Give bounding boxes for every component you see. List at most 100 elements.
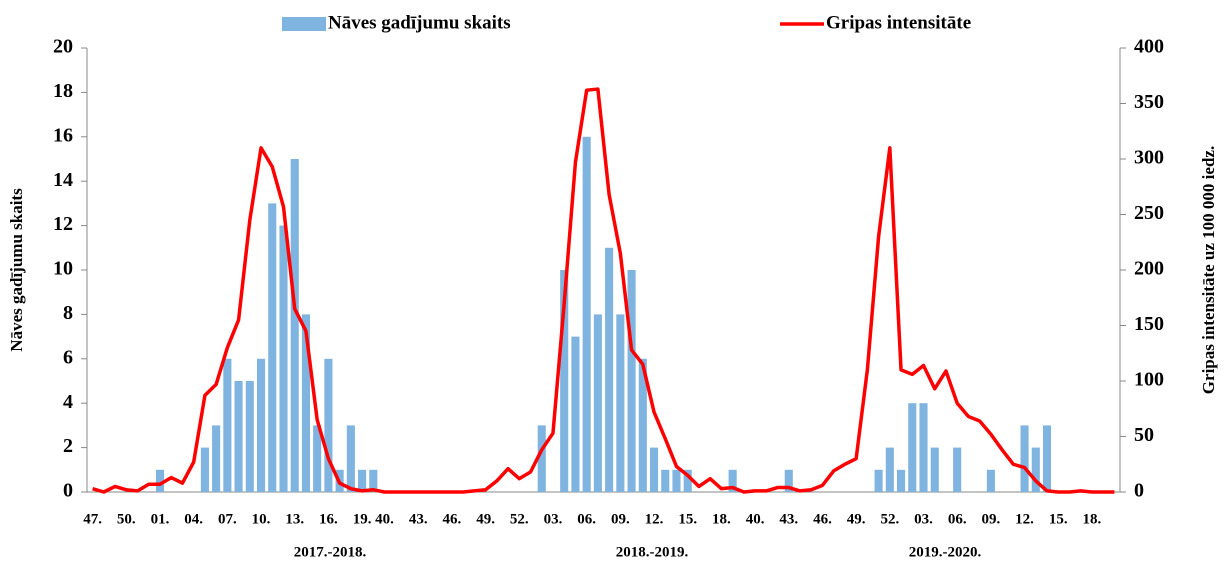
bar [582,136,591,493]
y2-axis-title: Gripas intensitāte uz 100 000 iedz. [1199,146,1218,394]
bar [605,247,614,492]
bar [672,469,681,492]
x-tick-label: 19. [353,511,372,527]
x-tick-label: 50. [117,511,136,527]
bar [627,270,636,492]
y2-tick-label: 100 [1134,369,1164,391]
line [92,87,1115,494]
bar [919,403,928,492]
y2-tick-label: 0 [1134,480,1144,502]
group-label: 2019.-2020. [909,544,982,560]
y2-tick-label: 400 [1134,36,1164,58]
bar [279,225,288,492]
bar [784,469,793,492]
x-tick-label: 10. [252,511,271,527]
x-tick-label: 43. [779,511,798,527]
x-tick-label: 09. [982,511,1001,527]
bar [301,314,310,492]
x-tick-label: 46. [813,511,832,527]
bar [593,314,602,492]
bar [908,403,917,492]
y-tick-label: 6 [63,346,73,368]
bar [369,469,378,492]
bar [986,469,995,492]
legend-label: Nāves gadījumu skaits [328,12,511,33]
y-tick-label: 0 [63,480,73,502]
bar [638,358,647,492]
bar [560,270,569,492]
y-tick-label: 12 [53,213,73,235]
y2-tick-label: 300 [1134,147,1164,169]
bar [930,447,939,492]
y2-tick-label: 200 [1134,258,1164,280]
x-tick-label: 40. [375,511,394,527]
y-tick-label: 16 [53,124,73,146]
y-tick-label: 14 [53,169,73,191]
y2-tick-label: 350 [1134,91,1164,113]
bar [324,358,333,492]
bar [649,447,659,492]
bar [897,469,906,492]
x-tick-label: 15. [678,511,697,527]
bar [661,469,670,492]
bar [683,469,692,492]
x-tick-label: 01. [151,511,170,527]
x-tick-label: 12. [1015,511,1034,527]
bar [537,425,546,492]
bar [212,425,221,492]
x-tick-label: 46. [443,511,462,527]
x-tick-label: 16. [319,511,338,527]
y2-tick-label: 50 [1134,424,1154,446]
legend-label: Gripas intensitāte [826,12,971,33]
bar [346,425,355,492]
bar [245,381,254,492]
bar [874,469,883,492]
bar [885,447,894,492]
bar [1042,425,1052,492]
y-tick-label: 8 [63,302,73,324]
y-tick-label: 20 [53,36,73,58]
bar [268,203,277,492]
bar [1031,447,1040,492]
bar [256,358,266,492]
x-tick-label: 13. [285,511,304,527]
y-axis-title: Nāves gadījumu skaits [7,188,26,352]
x-tick-label: 52. [510,511,529,527]
bar [200,447,209,492]
x-tick-label: 04. [184,511,203,527]
x-tick-label: 43. [409,511,428,527]
bar [223,358,232,492]
bar [571,336,580,492]
y-tick-label: 2 [63,435,73,457]
x-tick-label: 07. [218,511,237,527]
x-tick-label: 52. [880,511,899,527]
x-tick-label: 12. [645,511,664,527]
y-tick-label: 18 [53,80,73,102]
group-label: 2018.-2019. [616,544,689,560]
bar [728,469,737,492]
x-tick-label: 03. [914,511,933,527]
x-tick-label: 03. [544,511,563,527]
x-tick-label: 49. [476,511,495,527]
x-tick-label: 47. [83,511,102,527]
x-tick-label: 18. [1083,511,1102,527]
y-tick-label: 10 [53,258,73,280]
bar [953,447,962,492]
x-tick-label: 06. [577,511,596,527]
x-tick-label: 18. [712,511,731,527]
x-tick-label: 09. [611,511,630,527]
x-tick-label: 40. [746,511,765,527]
bar [290,159,299,492]
x-tick-label: 06. [948,511,967,527]
x-tick-label: 49. [847,511,866,527]
bar [1020,425,1029,492]
y-tick-label: 4 [63,391,73,413]
bar [155,469,165,492]
x-tick-label: 15. [1049,511,1068,527]
bar [616,314,625,492]
group-label: 2017.-2018. [294,544,367,560]
y2-tick-label: 250 [1134,202,1164,224]
legend-swatch [282,17,326,31]
bar [234,381,243,492]
bar [313,425,322,492]
